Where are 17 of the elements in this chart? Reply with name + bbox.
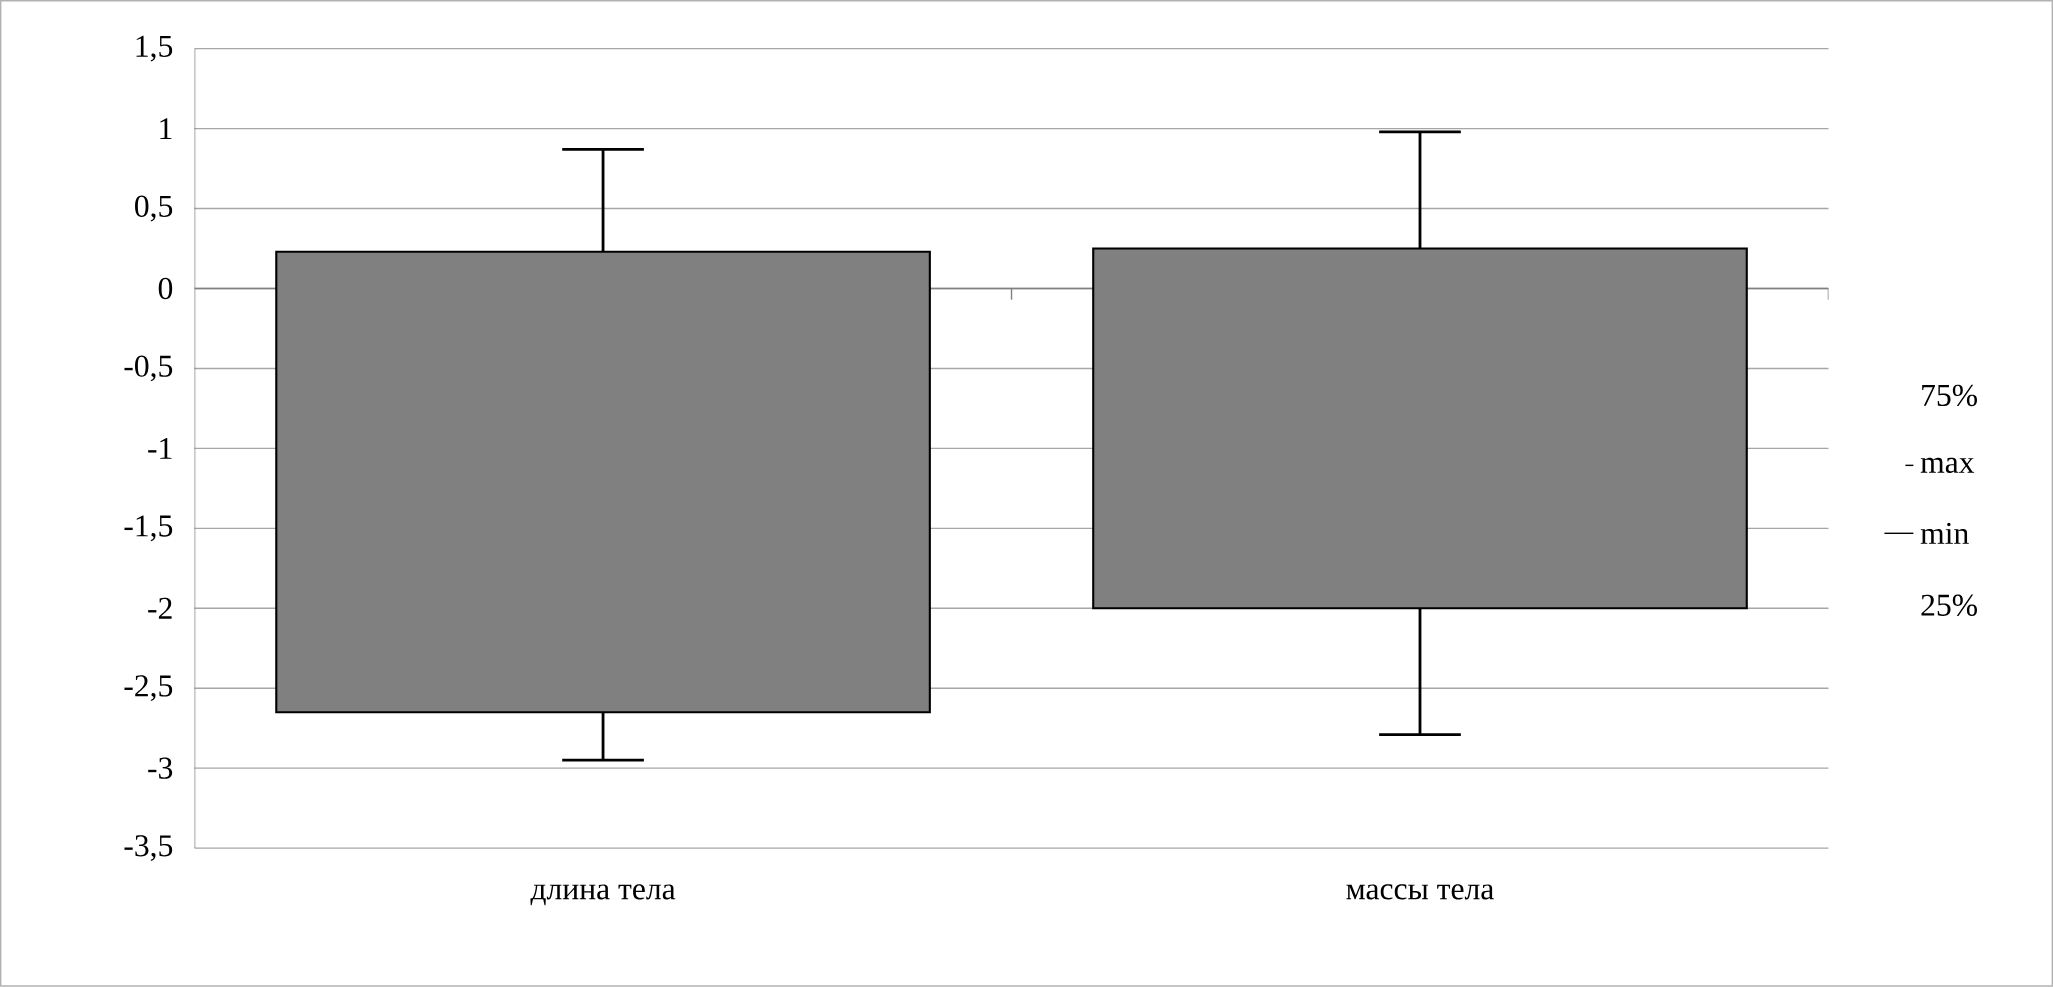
y-tick-label: -2,5 — [124, 675, 173, 702]
y-tick-label: -3 — [148, 757, 173, 779]
y-tick-label: -2 — [148, 597, 172, 619]
y-tick-label: 1,5 — [136, 35, 173, 62]
y-tick-label: -1,5 — [124, 515, 173, 542]
x-tick-label: массы тела — [1346, 884, 1494, 900]
y-tick-label: 0 — [158, 277, 173, 300]
y-tick-label: 0,5 — [135, 195, 173, 222]
x-tick-label: длина тела — [530, 884, 676, 906]
y-tick-label: -0,5 — [124, 355, 173, 382]
text: 25% — [1921, 594, 1977, 617]
y-tick-label: -3,5 — [124, 835, 173, 862]
text: 75% — [1922, 384, 1977, 407]
text: min — [1920, 522, 1969, 544]
y-tick-label: 1 — [160, 118, 172, 140]
text: max — [1920, 457, 1975, 474]
y-tick-label: -1 — [148, 438, 172, 459]
